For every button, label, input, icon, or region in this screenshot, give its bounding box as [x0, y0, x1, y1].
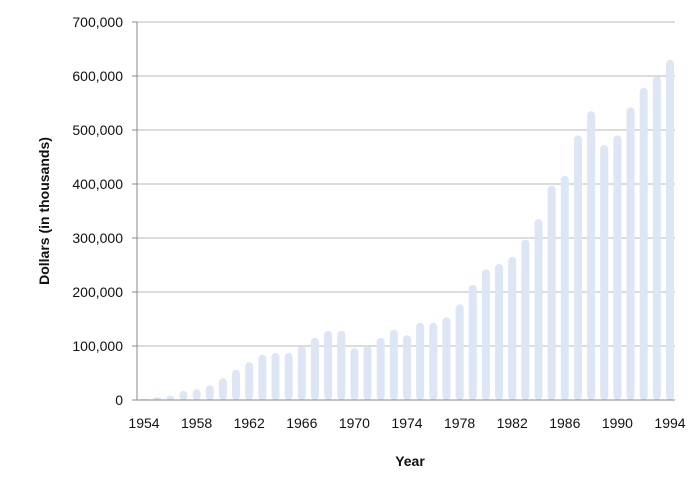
- bar: [403, 335, 411, 400]
- x-tick-labels: 1954 1958 1962 1966 1970 1974 1978 1982 1986 1990…: [128, 415, 685, 431]
- bar: [376, 337, 385, 400]
- bar: [481, 269, 490, 400]
- axes: [132, 21, 675, 401]
- bar: [587, 111, 596, 400]
- bar: [192, 389, 201, 400]
- bar: [521, 239, 530, 400]
- bar: [508, 256, 517, 400]
- bar: [232, 369, 241, 400]
- bar: [337, 330, 346, 400]
- bar: [350, 348, 359, 400]
- x-tick-label: 1974: [391, 415, 422, 431]
- bar: [218, 378, 227, 400]
- y-axis-title: Dollars (in thousands): [36, 137, 52, 285]
- x-tick-label: 1982: [497, 415, 528, 431]
- bar: [179, 390, 188, 400]
- bar: [389, 329, 398, 400]
- bar: [652, 76, 661, 400]
- bar: [324, 330, 333, 400]
- bar: [271, 353, 280, 400]
- bar: [547, 185, 556, 400]
- bar: [666, 59, 674, 401]
- y-tick-label: 400,000: [72, 176, 123, 192]
- bar: [153, 397, 162, 400]
- y-tick-label: 100,000: [72, 338, 123, 354]
- bar: [429, 322, 438, 400]
- bar: [626, 107, 635, 400]
- bar: [600, 145, 609, 400]
- bar: [560, 175, 569, 400]
- bar: [310, 337, 319, 400]
- bar: [613, 135, 622, 400]
- bar: [416, 322, 425, 400]
- y-tick-labels: 0 100,000 200,000 300,000 400,000 500,000 600,…: [72, 14, 123, 408]
- x-tick-label: 1994: [654, 415, 685, 431]
- x-tick-label: 1966: [286, 415, 317, 431]
- bar: [534, 219, 543, 400]
- y-tick-label: 500,000: [72, 122, 123, 138]
- bar: [573, 135, 582, 400]
- y-tick-label: 300,000: [72, 230, 123, 246]
- bars: [140, 59, 674, 401]
- bar: [495, 263, 504, 400]
- x-tick-label: 1962: [234, 415, 265, 431]
- bar: [258, 354, 267, 400]
- bar: [455, 304, 464, 400]
- y-tick-label: 200,000: [72, 284, 123, 300]
- bar: [442, 317, 451, 400]
- y-tick-label: 700,000: [72, 14, 123, 30]
- x-tick-label: 1990: [602, 415, 633, 431]
- x-tick-label: 1978: [444, 415, 475, 431]
- x-tick-label: 1958: [181, 415, 212, 431]
- bar: [297, 346, 306, 400]
- x-axis-title: Year: [395, 453, 425, 469]
- bar: [468, 284, 477, 400]
- x-tick-label: 1954: [128, 415, 159, 431]
- bar: [166, 395, 175, 400]
- bar: [245, 362, 254, 400]
- bar: [639, 87, 648, 400]
- x-tick-label: 1970: [339, 415, 370, 431]
- bar: [284, 353, 293, 400]
- bar: [205, 385, 214, 400]
- bar: [363, 346, 372, 400]
- y-tick-label: 0: [115, 392, 123, 408]
- gridlines: [137, 21, 675, 347]
- y-tick-label: 600,000: [72, 68, 123, 84]
- x-tick-label: 1986: [549, 415, 580, 431]
